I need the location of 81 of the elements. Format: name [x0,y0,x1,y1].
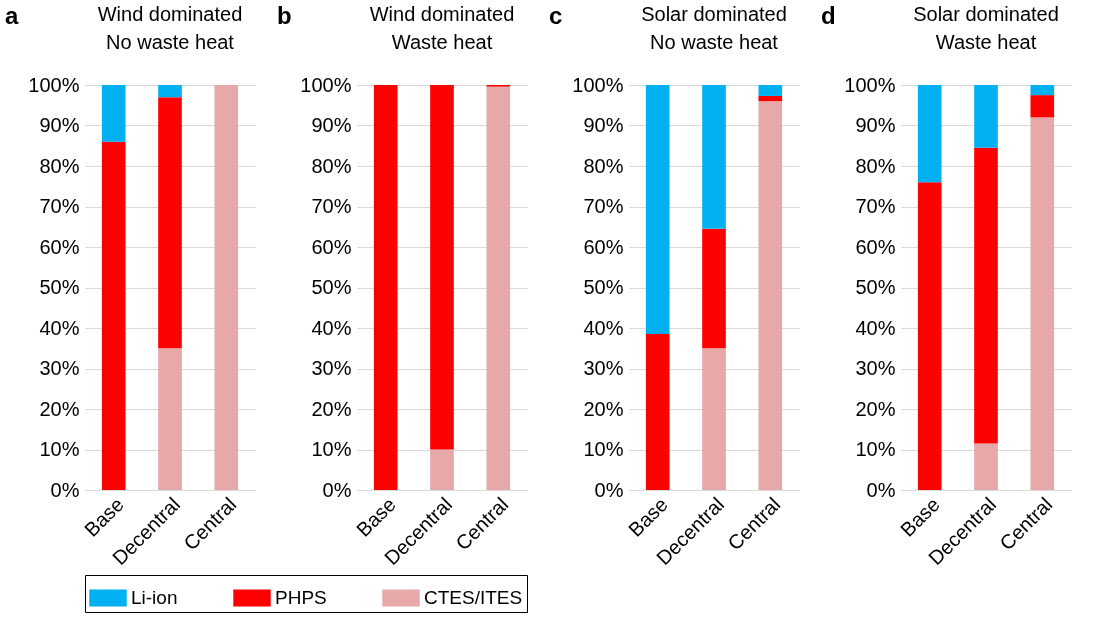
y-tick-label: 90% [855,114,896,136]
bar [1030,117,1055,490]
y-tick-label: 0% [322,478,352,501]
y-tick-label: 30% [39,357,80,379]
bar [373,85,398,490]
y-tick-label: 40% [855,316,896,339]
bar [430,449,454,490]
y-tick-label: 50% [583,276,624,298]
bar [645,334,670,490]
bar [645,85,670,335]
y-tick-label: 30% [583,357,624,379]
y-tick-label: 50% [311,276,352,298]
y-tick-label: 10% [311,438,352,460]
y-tick-label: 10% [855,438,896,460]
y-tick-label: 20% [311,397,352,420]
legend-label: Li-ion [131,587,178,608]
y-tick-label: 0% [594,478,624,501]
bar [702,348,726,490]
bar [101,141,126,490]
bar [758,85,783,96]
y-tick-label: 90% [39,114,80,136]
bar [974,443,998,490]
bar [214,85,239,490]
y-tick-label: 20% [39,397,80,420]
chart-title: Wind dominated Waste heat [369,3,515,53]
bar [974,85,998,148]
text: a [5,2,19,29]
bar [917,85,942,183]
y-tick-label: 10% [583,438,624,460]
y-tick-label: 40% [583,316,624,339]
bar [430,85,454,450]
y-tick-label: 50% [39,276,80,298]
y-tick-label: 70% [311,195,352,217]
chart-title: Solar dominated No waste heat [641,3,787,53]
y-tick-label: 80% [311,154,352,177]
bar [974,147,998,444]
legend-label: CTES/ITES [424,587,523,608]
y-tick-label: 70% [39,195,80,217]
y-tick-label: 20% [583,397,624,420]
y-tick-label: 0% [50,478,80,501]
y-tick-label: 80% [39,154,80,177]
bar [702,85,726,229]
bar [758,101,783,490]
y-tick-label: 60% [39,235,80,258]
text: b [277,2,292,29]
y-tick-label: 90% [583,114,624,136]
y-tick-label: 0% [866,478,896,501]
y-tick-label: 90% [311,114,352,136]
bar [101,85,126,142]
y-tick-label: 10% [39,438,80,460]
y-tick-label: 70% [583,195,624,217]
y-tick-label: 100% [572,73,624,96]
y-tick-label: 80% [583,154,624,177]
y-tick-label: 60% [583,235,624,258]
bar [1030,95,1055,118]
y-tick-label: 80% [855,154,896,177]
y-tick-label: 100% [844,73,896,96]
chart-title: Wind dominated No waste heat [97,3,243,53]
text: c [549,2,563,29]
y-tick-label: 50% [855,276,896,298]
legend-label: PHPS [275,587,327,608]
y-tick-label: 100% [28,73,80,96]
y-tick-label: 100% [300,73,352,96]
chart-title: Solar dominated Waste heat [913,3,1059,53]
bar [702,228,726,349]
bar [158,97,182,349]
bar [1030,85,1055,96]
bar [486,86,511,490]
y-tick-label: 30% [311,357,352,379]
y-tick-label: 70% [855,195,896,217]
bar [917,182,942,490]
y-tick-label: 60% [311,235,352,258]
bar [158,85,182,98]
text: d [821,2,836,29]
bar [158,348,182,490]
y-tick-label: 40% [39,316,80,339]
y-tick-label: 30% [855,357,896,379]
y-tick-label: 40% [311,316,352,339]
y-tick-label: 60% [855,235,896,258]
bar [758,95,783,102]
y-tick-label: 20% [855,397,896,420]
